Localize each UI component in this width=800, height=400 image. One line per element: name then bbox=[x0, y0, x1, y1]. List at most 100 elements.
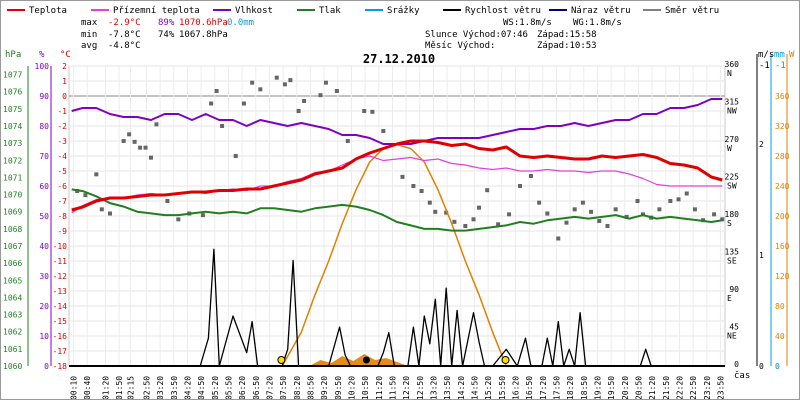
hpa-tick-label: 1077 bbox=[3, 71, 22, 80]
c-tick-label: 2 bbox=[62, 62, 67, 71]
time-tick-label: 03:50 bbox=[170, 376, 179, 399]
time-tick-label: 17:20 bbox=[539, 376, 548, 399]
c-tick-label: -9 bbox=[57, 227, 67, 236]
wind-dir-point bbox=[318, 93, 323, 98]
time-tick-label: 04:20 bbox=[183, 376, 192, 399]
wind-dir-point bbox=[528, 174, 533, 178]
c-tick-label: -4 bbox=[57, 152, 67, 161]
time-tick-label: 11:20 bbox=[375, 376, 384, 399]
wind-dir-point bbox=[200, 213, 205, 218]
wind-dir-point bbox=[692, 207, 697, 212]
c-tick-label: -1 bbox=[57, 107, 67, 116]
w-tick-label: 80 bbox=[775, 302, 785, 311]
axis-hpa-unit: hPa bbox=[5, 50, 21, 60]
wind-dir-point bbox=[452, 219, 457, 224]
wind-dir-point bbox=[214, 89, 219, 93]
wind-dir-point bbox=[597, 219, 602, 223]
wind-dir-point bbox=[433, 209, 438, 214]
pct-tick-label: 100 bbox=[35, 62, 50, 71]
hpa-tick-label: 1062 bbox=[3, 328, 22, 337]
c-tick-label: -5 bbox=[57, 167, 67, 176]
dir-name-label: NE bbox=[727, 332, 737, 341]
wind-dir-point bbox=[121, 139, 126, 143]
legend-label: Rychlost větru bbox=[465, 6, 541, 16]
time-tick-label: 09:20 bbox=[320, 376, 329, 399]
wind-dir-point bbox=[83, 193, 88, 198]
stats-min-label: min bbox=[81, 30, 97, 40]
w-tick-label: 40 bbox=[775, 332, 785, 341]
stats-avg-label: avg bbox=[81, 41, 97, 51]
stats-min-hum: 74% bbox=[158, 30, 175, 40]
axis-ms-unit: m/s bbox=[758, 50, 774, 60]
w-tick-label: 240 bbox=[775, 182, 790, 191]
dir-deg-label: 315 bbox=[725, 98, 740, 107]
time-tick-label: 20:50 bbox=[634, 376, 643, 399]
wind-dir-point bbox=[400, 174, 405, 179]
wind-dir-point bbox=[296, 109, 301, 113]
w-tick-label: 360 bbox=[775, 92, 790, 101]
axis-pct-unit: % bbox=[39, 50, 45, 60]
wind-dir-point bbox=[302, 99, 307, 103]
time-tick-label: 22:20 bbox=[675, 376, 684, 399]
time-tick-label: 21:20 bbox=[648, 376, 657, 399]
axis-mm-top: -1 bbox=[775, 61, 786, 71]
time-tick-label: 23:50 bbox=[716, 376, 725, 399]
stats-max-press: 1070.6hPa bbox=[179, 18, 228, 28]
dir-name-label: NW bbox=[727, 107, 737, 116]
wind-dir-point bbox=[657, 207, 662, 212]
series-layer bbox=[69, 75, 725, 367]
wind-dir-point bbox=[496, 222, 501, 227]
time-tick-label: 16:20 bbox=[511, 376, 520, 399]
time-tick-label: 10:20 bbox=[347, 376, 356, 399]
time-tick-label: 03:20 bbox=[156, 376, 165, 399]
axis-c-unit: °C bbox=[60, 50, 71, 60]
dir-deg-label: 45 bbox=[729, 323, 739, 332]
mm-tick-label: 0 bbox=[775, 362, 780, 371]
w-tick-label: 160 bbox=[775, 242, 790, 251]
legend-label: Přízemní teplota bbox=[113, 6, 200, 16]
hpa-tick-label: 1067 bbox=[3, 242, 22, 251]
hpa-tick-label: 1068 bbox=[3, 225, 22, 234]
time-tick-label: 01:20 bbox=[101, 376, 110, 399]
time-tick-label: 07:50 bbox=[279, 376, 288, 399]
dir-deg-label: 270 bbox=[725, 135, 740, 144]
wind-dir-point bbox=[334, 89, 339, 93]
stats-max-hum: 89% bbox=[158, 18, 175, 28]
c-tick-label: -6 bbox=[57, 182, 67, 191]
wind-dir-point bbox=[635, 199, 640, 203]
c-tick-label: -16 bbox=[53, 332, 68, 341]
time-tick-label: 17:50 bbox=[552, 376, 561, 399]
time-tick-label: 12:50 bbox=[416, 376, 425, 399]
time-tick-label: 15:20 bbox=[484, 376, 493, 399]
wind-dir-point bbox=[143, 145, 148, 150]
time-tick-label: 06:50 bbox=[252, 376, 261, 399]
dir-name-label: SW bbox=[727, 182, 737, 191]
time-tick-label: 14:50 bbox=[470, 376, 479, 399]
c-tick-label: -10 bbox=[53, 242, 68, 251]
w-tick-label: 280 bbox=[775, 152, 790, 161]
stats-moonrise: Měsíc Východ: bbox=[425, 41, 495, 51]
wind-dir-point bbox=[108, 211, 112, 216]
wind-dir-point bbox=[274, 75, 279, 80]
time-tick-label: 02:15 bbox=[127, 376, 136, 399]
wind-dir-point bbox=[282, 82, 287, 87]
wind-dir-point bbox=[556, 236, 561, 241]
time-tick-label: 08:50 bbox=[306, 376, 315, 399]
pct-tick-label: 40 bbox=[39, 242, 49, 251]
hpa-tick-label: 1073 bbox=[3, 139, 22, 148]
time-tick-label: 05:50 bbox=[224, 376, 233, 399]
wind-dir-point bbox=[250, 80, 255, 85]
wind-dir-point bbox=[720, 217, 725, 222]
wind-dir-point bbox=[138, 145, 143, 150]
dir-deg-label: 90 bbox=[729, 285, 739, 294]
dir-name-label: SE bbox=[727, 257, 737, 266]
pct-tick-label: 60 bbox=[39, 182, 49, 191]
time-tick-label: 11:50 bbox=[388, 376, 397, 399]
time-tick-label: 13:50 bbox=[443, 376, 452, 399]
time-tick-label: 02:50 bbox=[142, 376, 151, 399]
pct-tick-label: 50 bbox=[39, 212, 49, 221]
pct-tick-label: 90 bbox=[39, 92, 49, 101]
dir-deg-label: 135 bbox=[725, 248, 740, 257]
ms-tick-label: 2 bbox=[759, 140, 764, 149]
